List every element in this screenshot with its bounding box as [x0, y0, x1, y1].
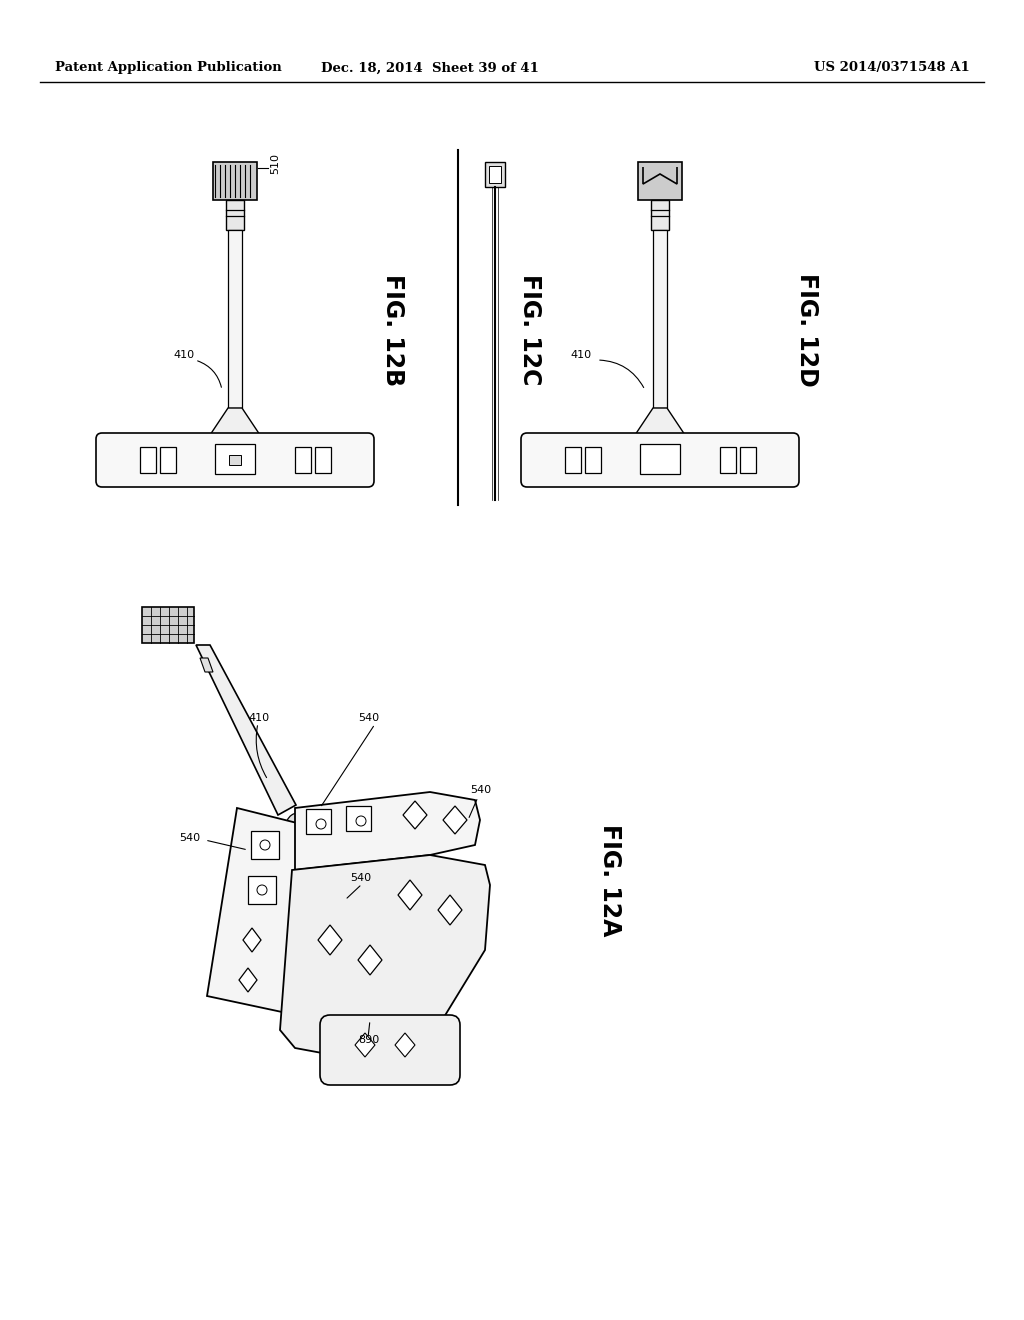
Ellipse shape [228, 455, 242, 465]
Circle shape [260, 840, 270, 850]
Bar [248, 876, 276, 904]
Polygon shape [239, 968, 257, 993]
Ellipse shape [287, 813, 303, 828]
Bar [295, 447, 311, 473]
Circle shape [316, 818, 326, 829]
Text: 510: 510 [270, 153, 280, 173]
Bar [213, 162, 257, 201]
FancyBboxPatch shape [96, 433, 374, 487]
Polygon shape [196, 645, 296, 814]
Bar [653, 230, 667, 408]
Polygon shape [438, 895, 462, 925]
Bar [140, 447, 156, 473]
Bar [215, 444, 255, 474]
Text: FIG. 12B: FIG. 12B [381, 275, 406, 385]
Polygon shape [398, 880, 422, 909]
Text: US 2014/0371548 A1: US 2014/0371548 A1 [814, 62, 970, 74]
Text: Patent Application Publication: Patent Application Publication [55, 62, 282, 74]
Text: 410: 410 [248, 713, 269, 723]
Bar [251, 832, 279, 859]
Bar [226, 201, 244, 230]
Text: Dec. 18, 2014  Sheet 39 of 41: Dec. 18, 2014 Sheet 39 of 41 [322, 62, 539, 74]
Text: FIG. 12C: FIG. 12C [518, 275, 542, 385]
Bar [228, 230, 242, 408]
Bar [565, 447, 581, 473]
Bar [720, 447, 736, 473]
Polygon shape [142, 607, 194, 643]
Polygon shape [318, 925, 342, 954]
FancyBboxPatch shape [319, 1015, 460, 1085]
Bar [585, 447, 601, 473]
Bar [489, 166, 501, 183]
Text: 890: 890 [358, 1035, 379, 1045]
Circle shape [356, 816, 366, 826]
Circle shape [257, 884, 267, 895]
Bar [315, 447, 331, 473]
Polygon shape [295, 792, 480, 870]
Bar [638, 162, 682, 201]
Polygon shape [280, 855, 490, 1060]
FancyBboxPatch shape [521, 433, 799, 487]
Text: 540: 540 [470, 785, 492, 795]
Text: 410: 410 [173, 350, 195, 360]
Bar [346, 807, 371, 832]
Polygon shape [443, 807, 467, 834]
Polygon shape [243, 928, 261, 952]
Polygon shape [358, 945, 382, 975]
Polygon shape [403, 801, 427, 829]
Text: 540: 540 [350, 873, 371, 883]
Polygon shape [355, 1034, 375, 1057]
Polygon shape [207, 808, 305, 1012]
Bar [160, 447, 176, 473]
Text: 540: 540 [179, 833, 200, 843]
Polygon shape [210, 408, 260, 436]
Bar [651, 201, 669, 230]
Bar [740, 447, 756, 473]
Bar [485, 162, 505, 187]
Polygon shape [635, 408, 685, 436]
Bar [306, 809, 331, 834]
Bar [640, 444, 680, 474]
Text: 410: 410 [570, 350, 591, 360]
Text: FIG. 12D: FIG. 12D [795, 273, 819, 387]
Polygon shape [395, 1034, 415, 1057]
Bar [229, 455, 241, 465]
Circle shape [654, 454, 666, 466]
Text: 540: 540 [358, 713, 379, 723]
Text: FIG. 12A: FIG. 12A [598, 824, 622, 936]
Polygon shape [200, 657, 213, 672]
